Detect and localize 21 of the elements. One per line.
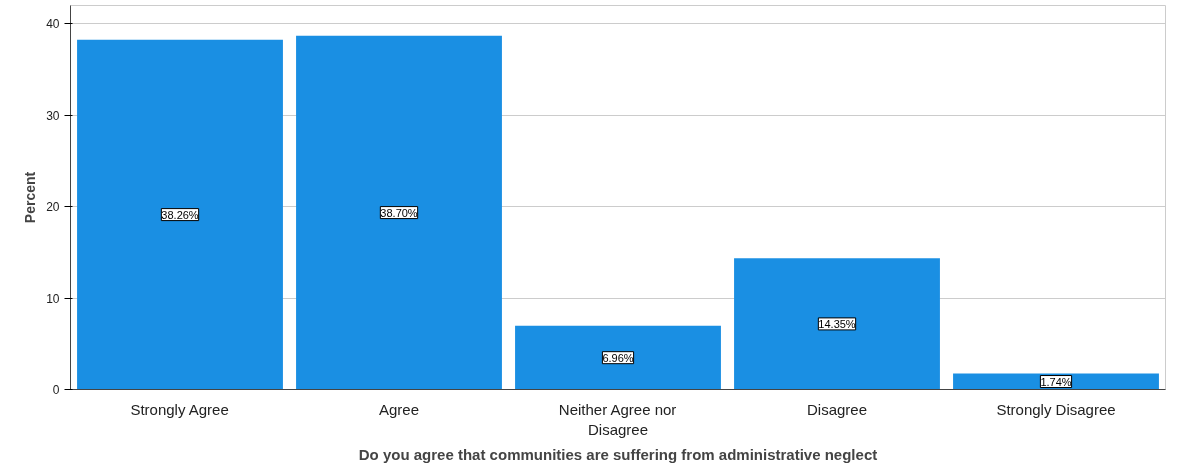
data-label: 6.96%	[602, 351, 634, 364]
bar	[296, 35, 502, 390]
y-tick-label: 20	[46, 200, 60, 215]
data-label: 38.70%	[380, 206, 418, 219]
y-tick-label: 10	[46, 291, 60, 306]
bar	[734, 258, 940, 390]
bar	[77, 39, 283, 390]
x-tick-label: Disagree	[806, 400, 868, 418]
data-label: 1.74%	[1040, 375, 1072, 388]
x-axis-title: Do you agree that communities are suffering from administrative neglect	[358, 445, 878, 463]
y-tick-label: 30	[46, 108, 60, 123]
bar	[515, 325, 721, 390]
x-tick-label: Agree	[378, 400, 420, 418]
y-axis-title: Percent	[22, 171, 39, 224]
x-tick-label: Strongly Agree	[130, 400, 229, 418]
y-tick-label: 0	[52, 383, 60, 397]
x-tick-label: Neither Agree nor Disagree	[558, 400, 677, 438]
data-label: 38.26%	[161, 208, 199, 221]
y-tick-label: 40	[46, 17, 60, 32]
x-tick-label: Strongly Disagree	[996, 400, 1116, 418]
data-label: 14.35%	[818, 317, 856, 330]
